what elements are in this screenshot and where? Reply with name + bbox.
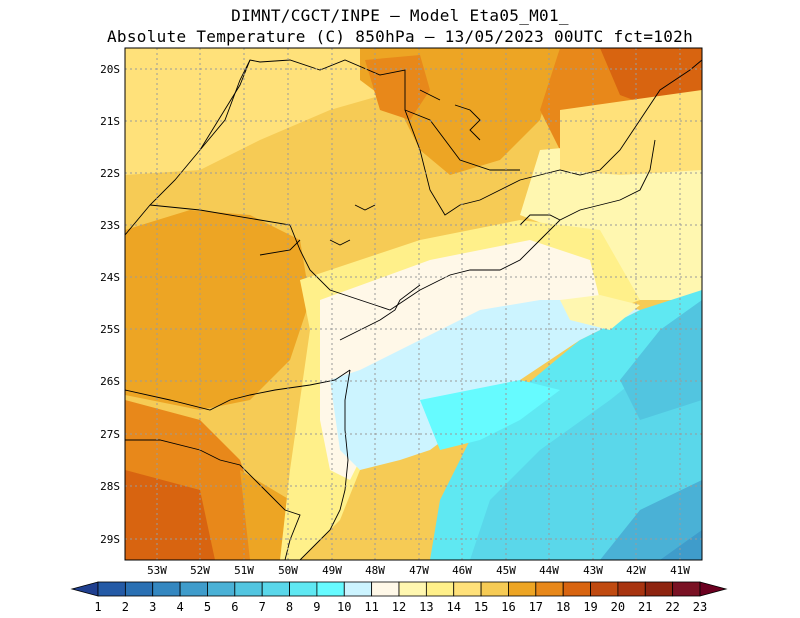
colorbar-label: 5: [204, 600, 211, 614]
colorbar-label: 16: [501, 600, 515, 614]
colorbar-bin: [207, 581, 236, 597]
lat-label: 28S: [100, 480, 120, 493]
lat-label: 26S: [100, 375, 120, 388]
lon-label: 53W: [147, 564, 167, 577]
lon-label: 50W: [278, 564, 298, 577]
colorbar-label: 9: [313, 600, 320, 614]
colorbar: 1 2 3 4 5 6 7 8 9 10 11 12 13 14 15 16 17 18 19 20 21 22 23: [70, 581, 728, 614]
colorbar-label: 3: [149, 600, 156, 614]
colorbar-label: 14: [447, 600, 461, 614]
colorbar-label: 8: [286, 600, 293, 614]
colorbar-label: 13: [419, 600, 433, 614]
lon-label: 52W: [190, 564, 210, 577]
lon-label: 51W: [234, 564, 254, 577]
colorbar-bin: [261, 581, 290, 597]
colorbar-bin: [672, 581, 701, 597]
lon-label: 41W: [670, 564, 690, 577]
lat-labels: 20S 21S 22S 23S 24S 25S 26S 27S 28S 29S: [100, 63, 120, 546]
lon-label: 45W: [496, 564, 516, 577]
colorbar-bin: [179, 581, 208, 597]
colorbar-bin: [617, 581, 646, 597]
colorbar-label: 18: [556, 600, 570, 614]
lon-label: 48W: [365, 564, 385, 577]
colorbar-bin: [152, 581, 181, 597]
colorbar-label: 22: [665, 600, 679, 614]
lat-label: 27S: [100, 428, 120, 441]
colorbar-arrow-left: [70, 581, 99, 597]
colorbar-bin: [343, 581, 373, 597]
colorbar-arrow-right: [699, 581, 728, 597]
colorbar-label: 7: [259, 600, 266, 614]
colorbar-label: 2: [122, 600, 129, 614]
colorbar-bin: [124, 581, 154, 597]
boundaries: [125, 59, 702, 560]
colorbar-label: 20: [611, 600, 625, 614]
lat-label: 22S: [100, 167, 120, 180]
chart-title-line2: Absolute Temperature (C) 850hPa – 13/05/…: [106, 27, 694, 46]
colorbar-label: 23: [693, 600, 707, 614]
lon-label: 43W: [583, 564, 603, 577]
colorbar-bin: [371, 581, 400, 597]
colorbar-label: 15: [474, 600, 488, 614]
lat-label: 25S: [100, 323, 120, 336]
lat-label: 23S: [100, 219, 120, 232]
colorbar-bin: [535, 581, 564, 597]
colorbar-label: 17: [529, 600, 543, 614]
colorbar-bin: [316, 581, 345, 597]
lon-label: 42W: [626, 564, 646, 577]
lat-label: 29S: [100, 533, 120, 546]
lon-label: 44W: [539, 564, 559, 577]
lat-label: 21S: [100, 115, 120, 128]
colorbar-label: 10: [337, 600, 351, 614]
colorbar-bin: [425, 581, 455, 597]
colorbar-bin: [398, 581, 427, 597]
colorbar-label: 4: [176, 600, 183, 614]
colorbar-label: 21: [638, 600, 652, 614]
colorbar-bin: [97, 581, 126, 597]
chart-title-line1: DIMNT/CGCT/INPE – Model Eta05_M01_: [231, 6, 569, 25]
lon-labels: 53W 52W 51W 50W 49W 48W 47W 46W 45W 44W …: [147, 564, 690, 577]
lon-label: 47W: [409, 564, 429, 577]
lat-label: 24S: [100, 271, 120, 284]
lon-label: 49W: [322, 564, 342, 577]
colorbar-bin: [562, 581, 591, 597]
plot-frame: [124, 47, 703, 561]
colorbar-bin: [234, 581, 263, 597]
colorbar-bin: [644, 581, 674, 597]
colorbar-bin: [289, 581, 318, 597]
lat-label: 20S: [100, 63, 120, 76]
colorbar-bin: [590, 581, 619, 597]
colorbar-label: 6: [231, 600, 238, 614]
colorbar-label: 1: [94, 600, 101, 614]
temperature-field: [125, 48, 702, 560]
lon-label: 46W: [452, 564, 472, 577]
colorbar-label: 11: [364, 600, 378, 614]
colorbar-label: 19: [583, 600, 597, 614]
colorbar-bin: [508, 581, 537, 597]
colorbar-label: 12: [392, 600, 406, 614]
colorbar-bin: [453, 581, 482, 597]
colorbar-bin: [480, 581, 509, 597]
grid: [125, 48, 702, 560]
